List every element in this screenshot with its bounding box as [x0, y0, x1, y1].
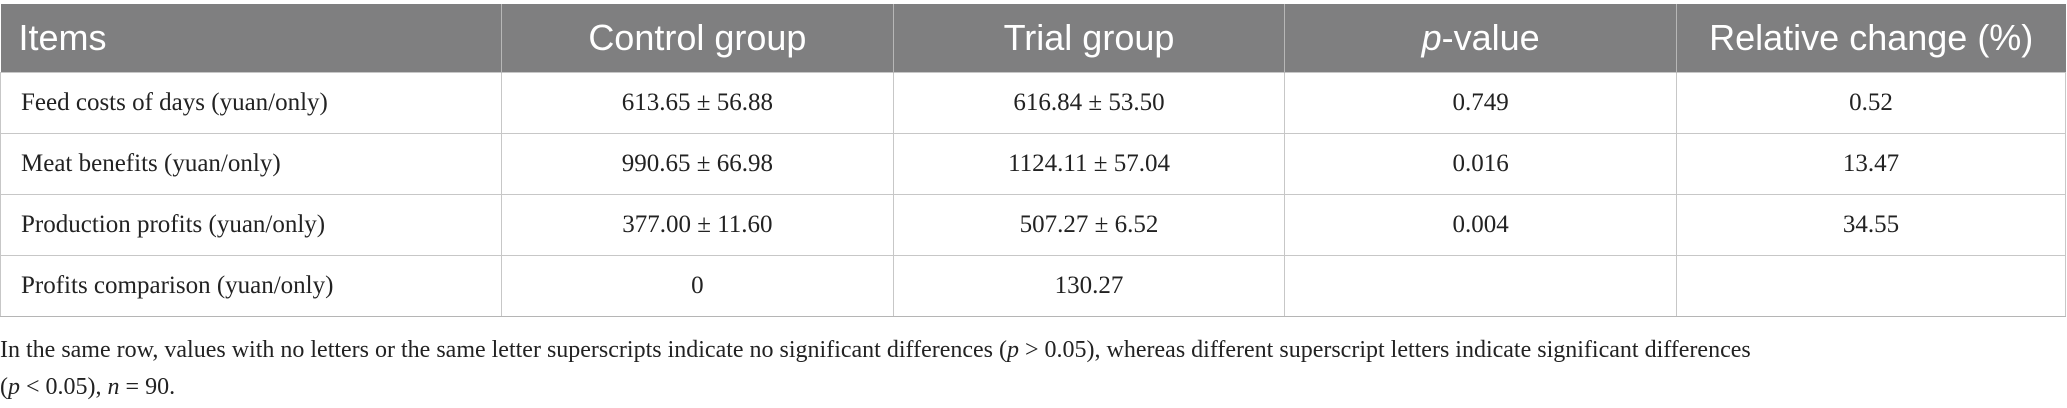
- cell-trial: 616.84 ± 53.50: [892, 72, 1286, 134]
- cell-control: 377.00 ± 11.60: [501, 194, 894, 256]
- footnote-p-symbol-2: p: [8, 374, 20, 400]
- cell-trial: 507.27 ± 6.52: [892, 194, 1286, 256]
- header-items: Items: [0, 4, 502, 73]
- footnote-n-symbol: n: [107, 374, 120, 400]
- cell-control: 990.65 ± 66.98: [501, 133, 894, 195]
- header-control-group: Control group: [501, 4, 894, 73]
- cell-item: Production profits (yuan/only): [0, 194, 503, 256]
- table-footnote: In the same row, values with no letters …: [0, 332, 2050, 406]
- table-row: Meat benefits (yuan/only) 990.65 ± 66.98…: [0, 133, 2067, 195]
- cell-p-value: [1284, 255, 1677, 317]
- footnote-p-symbol: p: [1007, 337, 1020, 363]
- cell-relative-change: 13.47: [1675, 133, 2067, 195]
- cell-trial: 1124.11 ± 57.04: [892, 133, 1286, 195]
- table-row: Feed costs of days (yuan/only) 613.65 ± …: [0, 72, 2067, 134]
- table-row: Profits comparison (yuan/only) 0 130.27: [0, 255, 2067, 317]
- table-header-row: Items Control group Trial group p-value …: [0, 4, 2066, 73]
- footnote-text-1: In the same row, values with no letters …: [0, 337, 1008, 363]
- cell-control: 613.65 ± 56.88: [501, 72, 894, 134]
- cell-item: Profits comparison (yuan/only): [0, 255, 503, 317]
- cell-item: Meat benefits (yuan/only): [0, 133, 503, 195]
- header-p-value-label: -value: [1441, 17, 1540, 58]
- results-table: Items Control group Trial group p-value …: [0, 4, 2067, 317]
- header-p-value: p-value: [1284, 4, 1677, 73]
- footnote-text-5: = 90.: [119, 374, 176, 400]
- header-items-label: Items: [18, 17, 107, 58]
- cell-relative-change: [1675, 255, 2067, 317]
- cell-p-value: 0.004: [1284, 194, 1677, 256]
- cell-relative-change: 34.55: [1675, 194, 2067, 256]
- header-relative-change: Relative change (%): [1675, 4, 2066, 73]
- footnote-text-2: > 0.05), whereas different superscript l…: [1019, 337, 1751, 363]
- cell-p-value: 0.016: [1284, 133, 1677, 195]
- footnote-text-4: < 0.05),: [20, 374, 108, 400]
- cell-item: Feed costs of days (yuan/only): [0, 72, 503, 134]
- cell-relative-change: 0.52: [1675, 72, 2067, 134]
- header-trial-group: Trial group: [892, 4, 1285, 73]
- cell-trial: 130.27: [892, 255, 1286, 317]
- cell-control: 0: [501, 255, 894, 317]
- table-row: Production profits (yuan/only) 377.00 ± …: [0, 194, 2067, 256]
- data-table-container: Items Control group Trial group p-value …: [0, 4, 2067, 317]
- header-p-italic: p: [1421, 17, 1442, 58]
- cell-p-value: 0.749: [1284, 72, 1677, 134]
- footnote-text-3: (: [0, 374, 8, 400]
- header-relative-change-label: Relative change (%): [1709, 17, 2034, 58]
- header-control-group-label: Control group: [588, 17, 807, 58]
- header-trial-group-label: Trial group: [1003, 17, 1175, 58]
